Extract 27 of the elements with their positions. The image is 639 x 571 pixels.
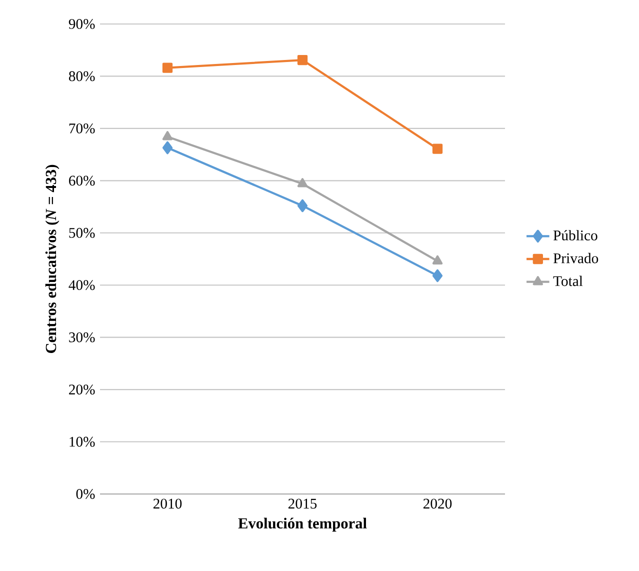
y-axis-title: Centros educativos (N = 433) <box>45 164 60 353</box>
y-tick-label: 30% <box>69 332 95 342</box>
point <box>162 62 173 73</box>
point <box>162 131 173 140</box>
point <box>432 255 443 264</box>
y-tick-label: 80% <box>68 71 95 82</box>
legend-label: Total <box>553 276 583 286</box>
y-tick-label: 40% <box>68 280 95 290</box>
point <box>297 178 308 188</box>
point <box>432 144 443 154</box>
x-axis-title: Evolución temporal <box>238 518 367 532</box>
point <box>432 269 443 282</box>
point <box>297 199 308 212</box>
y-tick-label: 20% <box>69 384 95 395</box>
y-tick-label: 70% <box>69 123 95 134</box>
y-tick-label: 0% <box>76 489 95 499</box>
y-tick-label: 90% <box>68 19 95 29</box>
y-tick-label: 10% <box>70 436 95 447</box>
y-tick-label: 60% <box>69 176 95 186</box>
legend-label: Público <box>553 230 598 240</box>
y-tick-label: 50% <box>69 228 95 238</box>
point <box>162 141 173 154</box>
point <box>297 54 308 66</box>
x-tick-label: 2010 <box>153 498 182 509</box>
x-tick-label: 2020 <box>423 498 452 509</box>
x-tick-label: 2015 <box>288 498 317 509</box>
legend-label: Privado <box>553 252 598 264</box>
